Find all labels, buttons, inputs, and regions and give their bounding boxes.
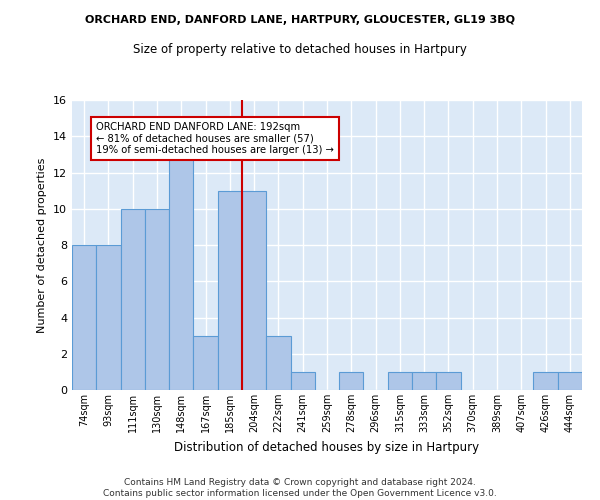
Text: ORCHARD END, DANFORD LANE, HARTPURY, GLOUCESTER, GL19 3BQ: ORCHARD END, DANFORD LANE, HARTPURY, GLO… bbox=[85, 15, 515, 25]
Text: Size of property relative to detached houses in Hartpury: Size of property relative to detached ho… bbox=[133, 42, 467, 56]
Bar bbox=[96, 245, 121, 390]
X-axis label: Distribution of detached houses by size in Hartpury: Distribution of detached houses by size … bbox=[175, 440, 479, 454]
Bar bbox=[121, 209, 145, 390]
Bar bbox=[412, 372, 436, 390]
Text: ORCHARD END DANFORD LANE: 192sqm
← 81% of detached houses are smaller (57)
19% o: ORCHARD END DANFORD LANE: 192sqm ← 81% o… bbox=[96, 122, 334, 155]
Bar bbox=[242, 190, 266, 390]
Bar bbox=[339, 372, 364, 390]
Bar bbox=[533, 372, 558, 390]
Y-axis label: Number of detached properties: Number of detached properties bbox=[37, 158, 47, 332]
Bar bbox=[290, 372, 315, 390]
Bar bbox=[145, 209, 169, 390]
Bar bbox=[72, 245, 96, 390]
Text: Contains HM Land Registry data © Crown copyright and database right 2024.
Contai: Contains HM Land Registry data © Crown c… bbox=[103, 478, 497, 498]
Bar bbox=[169, 154, 193, 390]
Bar bbox=[388, 372, 412, 390]
Bar bbox=[558, 372, 582, 390]
Bar bbox=[193, 336, 218, 390]
Bar bbox=[218, 190, 242, 390]
Bar bbox=[266, 336, 290, 390]
Bar bbox=[436, 372, 461, 390]
